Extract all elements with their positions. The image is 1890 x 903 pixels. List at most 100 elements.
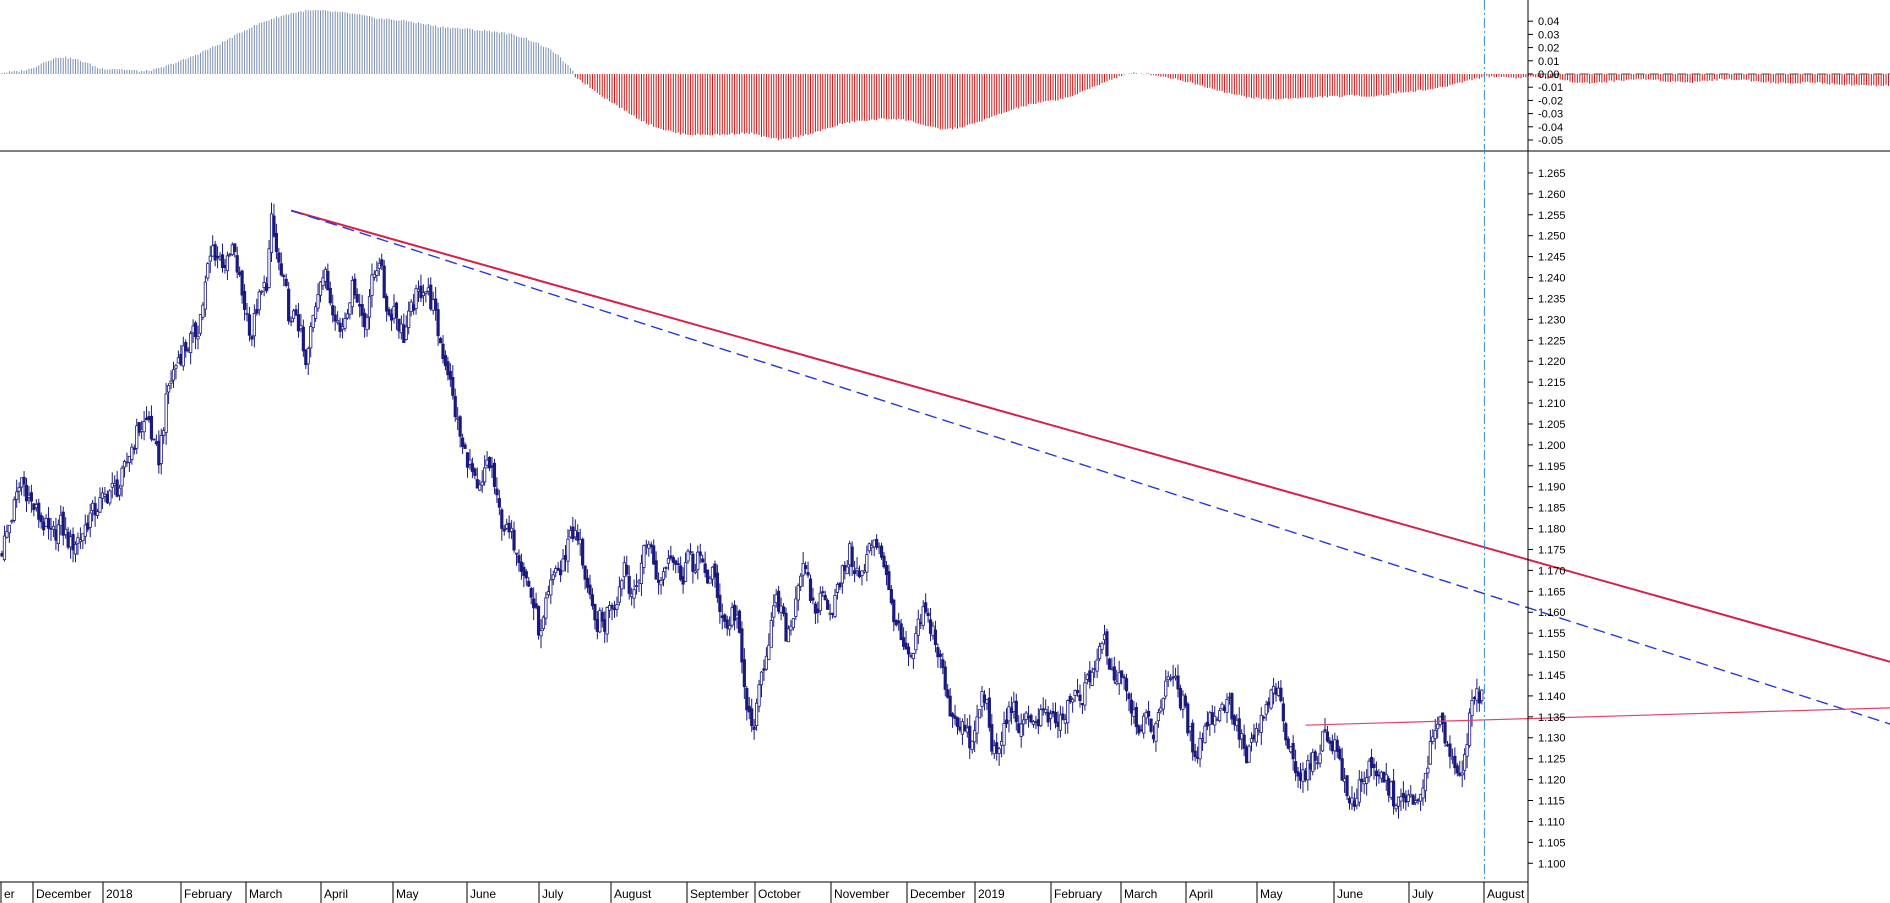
candle-body — [407, 310, 411, 328]
candle-body — [1203, 725, 1207, 744]
candle-body — [551, 574, 555, 580]
candle-body — [44, 517, 48, 527]
candle-body — [801, 563, 805, 576]
candle-body — [652, 545, 656, 565]
candle-body — [1134, 706, 1138, 728]
candle-body — [1012, 701, 1016, 712]
candle-body — [902, 637, 906, 647]
month-label: May — [1260, 887, 1283, 901]
candle-body — [196, 335, 200, 340]
candle-body — [387, 309, 391, 316]
candle-body — [118, 487, 122, 496]
candle-body — [933, 629, 938, 646]
candle-body — [189, 333, 193, 354]
candle-body — [791, 618, 795, 629]
candle-body — [850, 546, 854, 568]
price-tick-label: 1.180 — [1538, 524, 1566, 536]
candle-body — [51, 526, 56, 530]
candle-body — [1416, 799, 1420, 802]
candle-body — [899, 623, 903, 641]
candle-body — [208, 255, 212, 262]
candle-body — [539, 630, 543, 637]
candle-body — [696, 551, 700, 570]
month-label: March — [1124, 887, 1157, 901]
candle-body — [485, 459, 489, 466]
candle-body — [10, 520, 14, 523]
candle-body — [777, 590, 781, 612]
candle-body — [93, 503, 97, 516]
candle-body — [718, 594, 722, 613]
candle-body — [1029, 714, 1033, 723]
candle-body — [1274, 687, 1278, 695]
candle-body — [1399, 796, 1403, 802]
candle-body — [894, 619, 898, 626]
candle-body — [294, 309, 298, 316]
candle-body — [91, 502, 95, 511]
candle-body — [71, 534, 75, 551]
candle-body — [703, 563, 707, 574]
candle-body — [64, 528, 68, 536]
candle-body — [438, 338, 443, 344]
candle-body — [1414, 800, 1418, 803]
candle-body — [960, 721, 965, 735]
candle-body — [1458, 772, 1462, 776]
price-tick-label: 1.220 — [1538, 356, 1566, 368]
candle-body — [1220, 703, 1224, 710]
candle-body — [806, 572, 810, 576]
candle-body — [331, 305, 335, 316]
candle-body — [39, 515, 43, 523]
price-tick-label: 1.165 — [1538, 586, 1566, 598]
candle-body — [752, 726, 756, 730]
candle-body — [1053, 711, 1058, 724]
candle-body — [137, 422, 141, 433]
candle-body — [1110, 668, 1114, 671]
candle-body — [135, 425, 139, 449]
candle-body — [1000, 740, 1004, 746]
candle-body — [534, 603, 538, 608]
candle-body — [639, 562, 644, 584]
candle-body — [576, 531, 580, 541]
candle-body — [149, 415, 154, 440]
candle-body — [470, 463, 475, 472]
candle-body — [764, 655, 769, 670]
candle-body — [1036, 719, 1040, 727]
candle-body — [649, 544, 653, 547]
candle-body — [720, 615, 724, 619]
candle-body — [1294, 761, 1298, 774]
candle-body — [769, 619, 773, 648]
candle-body — [478, 484, 482, 491]
candle-body — [1384, 774, 1388, 781]
candle-body — [598, 610, 602, 633]
candle-body — [1169, 678, 1173, 681]
candle-body — [171, 369, 176, 381]
candle-body — [1389, 781, 1393, 798]
candle-body — [404, 326, 408, 340]
candle-body — [1044, 709, 1048, 713]
candle-body — [948, 695, 952, 717]
candle-body — [0, 553, 4, 557]
candle-body — [1061, 713, 1065, 720]
candle-body — [360, 304, 364, 316]
price-tick-label: 1.245 — [1538, 252, 1566, 264]
candle-body — [735, 614, 739, 619]
candle-body — [1431, 736, 1435, 742]
candle-body — [179, 353, 183, 365]
candle-body — [522, 566, 526, 576]
candle-body — [946, 689, 950, 698]
candle-body — [120, 467, 124, 487]
candle-body — [157, 440, 161, 466]
month-label: 2018 — [106, 887, 133, 901]
month-label: June — [1337, 887, 1363, 901]
candle-body — [206, 263, 210, 279]
candle-body — [1046, 711, 1050, 723]
candle-body — [500, 509, 504, 529]
candle-body — [762, 668, 766, 671]
candle-body — [1164, 680, 1168, 697]
candle-body — [1271, 685, 1276, 694]
candle-body — [1335, 739, 1339, 752]
candle-body — [1120, 670, 1124, 678]
candle-body — [456, 417, 460, 420]
candle-body — [338, 322, 342, 332]
candle-body — [144, 417, 149, 421]
candle-body — [730, 607, 734, 626]
